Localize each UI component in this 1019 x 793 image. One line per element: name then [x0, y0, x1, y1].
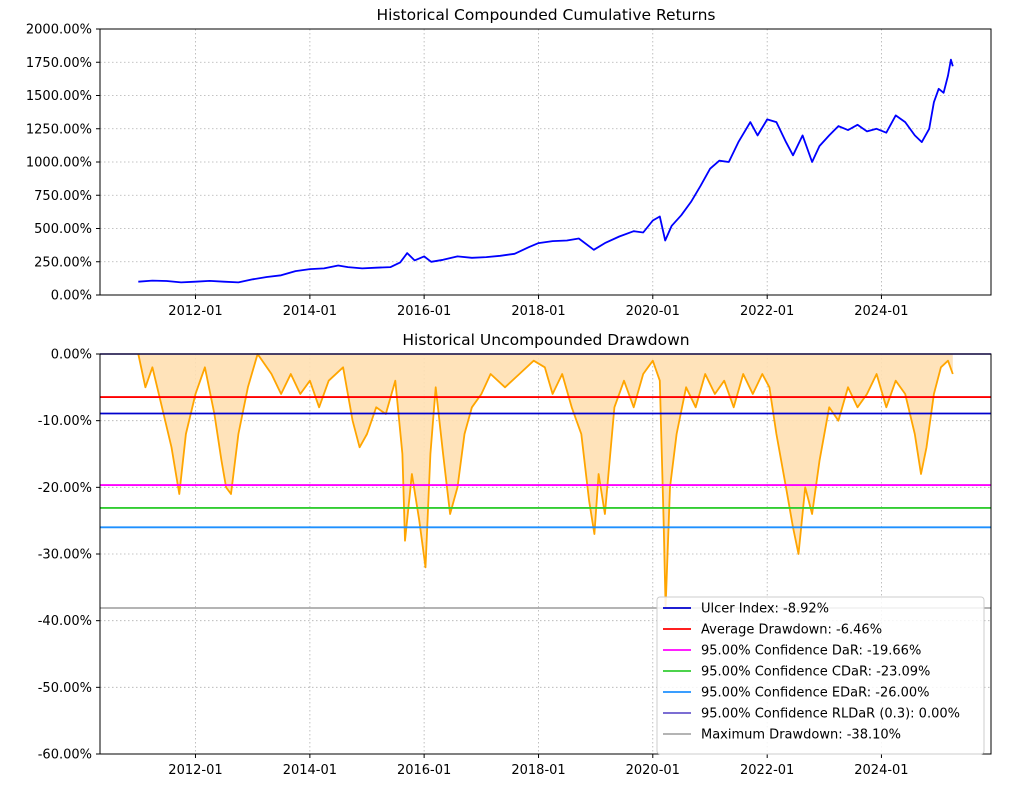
x-tick-label: 2012-01	[168, 763, 222, 778]
chart-title: Historical Uncompounded Drawdown	[402, 331, 689, 349]
y-tick-label: 1750.00%	[26, 56, 92, 71]
bottom-x-axis-ticks: 2012-01 2014-01 2016-01 2018-01 2020-01 2022-…	[168, 754, 909, 778]
legend-label: 95.00% Confidence CDaR: -23.09%	[701, 665, 930, 680]
drawdown-area	[138, 354, 953, 608]
y-tick-label: 0.00%	[51, 289, 92, 304]
y-tick-label: -20.00%	[38, 481, 92, 496]
y-tick-label: -30.00%	[38, 548, 92, 563]
x-tick-label: 2018-01	[511, 763, 565, 778]
x-tick-label: 2022-01	[740, 763, 794, 778]
y-tick-label: 250.00%	[34, 255, 92, 270]
legend-label: 95.00% Confidence RLDaR (0.3): 0.00%	[701, 707, 960, 722]
x-tick-label: 2024-01	[854, 763, 908, 778]
cumulative-returns-panel: Historical Compounded Cumulative Returns…	[26, 6, 992, 319]
x-tick-label: 2024-01	[854, 304, 908, 319]
x-tick-label: 2022-01	[740, 304, 794, 319]
y-tick-label: 0.00%	[51, 348, 92, 363]
top-series-layer	[138, 58, 954, 284]
bottom-y-axis-ticks: 0.00% -10.00% -20.00% -30.00% -40.00% -50.00%…	[38, 348, 100, 763]
bottom-plot-frame	[99, 353, 992, 755]
cumulative-return-line	[138, 58, 954, 284]
legend: Ulcer Index: -8.92% Average Drawdown: -6.…	[656, 596, 985, 755]
x-tick-label: 2016-01	[397, 763, 451, 778]
y-tick-label: 1500.00%	[26, 89, 92, 104]
y-tick-label: 1250.00%	[26, 122, 92, 137]
legend-label: Ulcer Index: -8.92%	[701, 602, 829, 617]
drawdown-panel: Historical Uncompounded Drawdown 0.00% -1…	[38, 331, 992, 778]
y-tick-label: 750.00%	[34, 189, 92, 204]
x-tick-label: 2014-01	[283, 763, 337, 778]
x-tick-label: 2020-01	[626, 304, 680, 319]
x-tick-label: 2012-01	[168, 304, 222, 319]
x-tick-label: 2018-01	[511, 304, 565, 319]
top-y-axis-ticks: 0.00% 250.00% 500.00% 750.00% 1000.00% 1250.0…	[26, 23, 100, 304]
y-tick-label: 2000.00%	[26, 23, 92, 38]
chart-title: Historical Compounded Cumulative Returns	[377, 6, 716, 24]
y-tick-label: 1000.00%	[26, 156, 92, 171]
y-tick-label: -50.00%	[38, 681, 92, 696]
drawdown-line	[137, 353, 954, 609]
y-tick-label: -40.00%	[38, 614, 92, 629]
y-tick-label: 500.00%	[34, 222, 92, 237]
legend-label: 95.00% Confidence DaR: -19.66%	[701, 644, 921, 659]
top-plot-frame	[99, 28, 992, 296]
x-tick-label: 2014-01	[283, 304, 337, 319]
x-tick-label: 2020-01	[626, 763, 680, 778]
y-tick-label: -10.00%	[38, 414, 92, 429]
legend-label: 95.00% Confidence EDaR: -26.00%	[701, 686, 930, 701]
x-tick-label: 2016-01	[397, 304, 451, 319]
legend-label: Average Drawdown: -6.46%	[701, 623, 882, 638]
legend-box	[656, 596, 985, 755]
top-x-axis-ticks: 2012-01 2014-01 2016-01 2018-01 2020-01 2022-…	[168, 295, 909, 319]
bottom-series-layer	[137, 353, 954, 609]
y-tick-label: -60.00%	[38, 748, 92, 763]
legend-label: Maximum Drawdown: -38.10%	[701, 728, 901, 743]
